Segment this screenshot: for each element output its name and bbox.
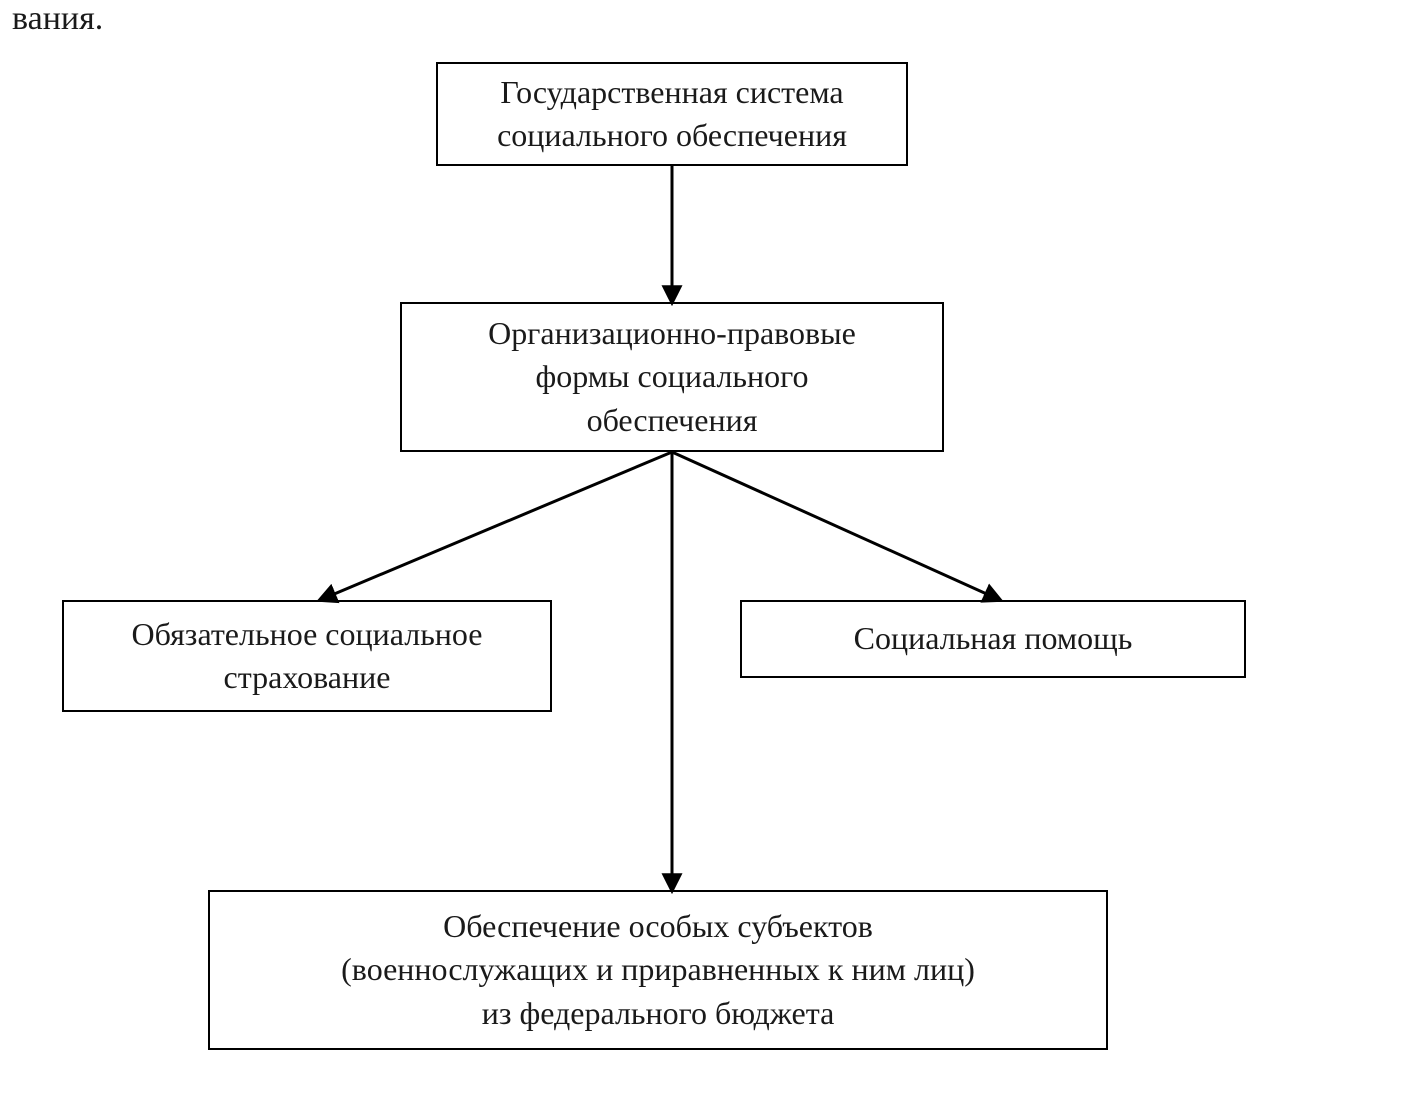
node-special-subjects: Обеспечение особых субъектов (военнослуж… xyxy=(208,890,1108,1050)
node-line: Обязательное социальное xyxy=(131,613,482,656)
node-line: обеспечения xyxy=(488,399,856,442)
node-state-system: Государственная система социального обес… xyxy=(436,62,908,166)
page-fragment-text: вания. xyxy=(12,0,103,38)
node-line: социального обеспечения xyxy=(497,114,847,157)
node-line: страхование xyxy=(131,656,482,699)
node-line: формы социального xyxy=(488,355,856,398)
node-line: Организационно-правовые xyxy=(488,312,856,355)
node-line: (военнослужащих и приравненных к ним лиц… xyxy=(341,948,975,991)
node-line: из федерального бюджета xyxy=(341,992,975,1035)
node-social-aid: Социальная помощь xyxy=(740,600,1246,678)
node-org-legal-forms: Организационно-правовые формы социальног… xyxy=(400,302,944,452)
node-mandatory-insurance: Обязательное социальное страхование xyxy=(62,600,552,712)
node-line: Государственная система xyxy=(497,71,847,114)
node-line: Социальная помощь xyxy=(854,617,1133,660)
node-line: Обеспечение особых субъектов xyxy=(341,905,975,948)
